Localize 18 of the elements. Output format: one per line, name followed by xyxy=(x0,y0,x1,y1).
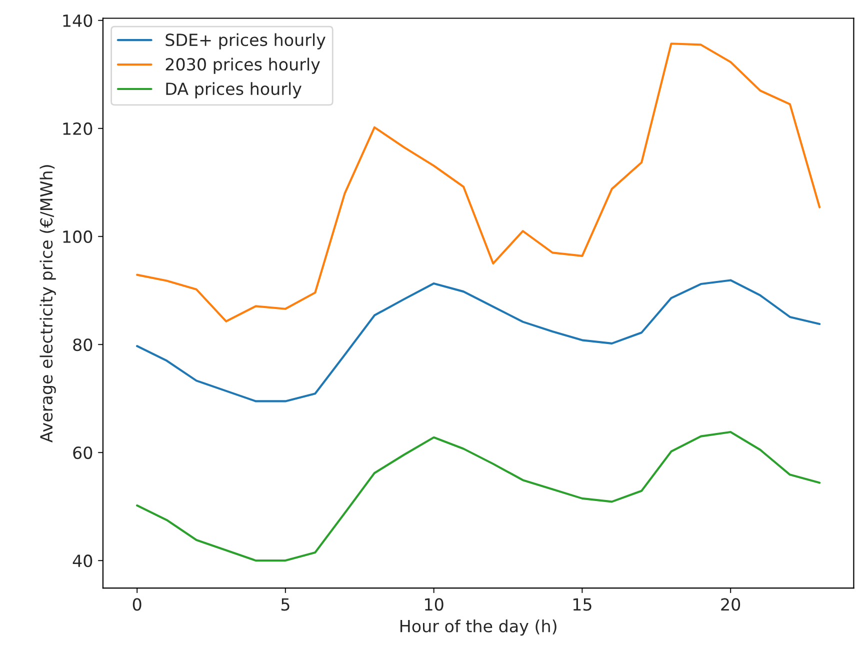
legend-label: 2030 prices hourly xyxy=(166,58,320,74)
y-tick-label: 80 xyxy=(73,338,92,352)
x-tick-label: 15 xyxy=(573,598,592,611)
line-series xyxy=(136,279,821,402)
y-tick-label: 100 xyxy=(63,230,92,244)
y-tick-label: 120 xyxy=(63,122,92,136)
y-tick-label: 140 xyxy=(63,14,92,27)
y-tick-label: 60 xyxy=(73,446,92,460)
x-axis-title: Hour of the day (h) xyxy=(400,620,556,636)
y-axis-title: Average electricity price (€/MWh) xyxy=(40,165,56,443)
y-tick-label: 40 xyxy=(72,554,92,568)
line-series xyxy=(136,430,821,562)
legend-label: SDE+ prices hourly xyxy=(166,33,326,50)
x-tick-label: 10 xyxy=(425,598,444,611)
x-tick-label: 0 xyxy=(132,598,142,611)
x-tick-label: 20 xyxy=(721,598,740,611)
legend-label: DA prices hourly xyxy=(166,82,302,98)
x-tick-label: 5 xyxy=(281,598,290,611)
